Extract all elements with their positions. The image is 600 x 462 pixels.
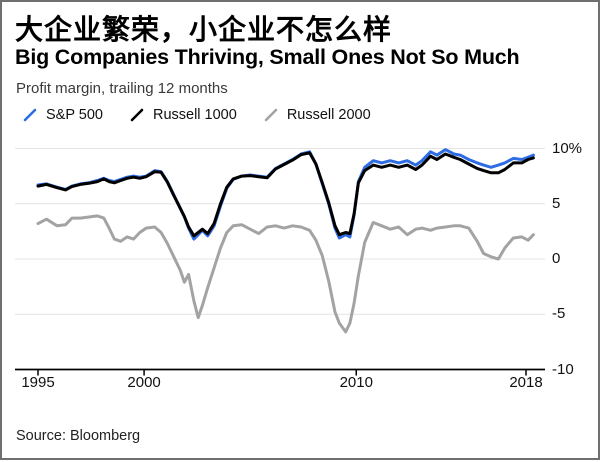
line-swatch-icon: [130, 108, 144, 122]
title-english: Big Companies Thriving, Small Ones Not S…: [15, 45, 520, 69]
legend-swatch-line: [264, 108, 278, 122]
title-chinese-text: 大企业繁荣，小企业不怎么样: [15, 14, 393, 45]
legend-swatch-line: [130, 108, 144, 122]
chart-subtitle: Profit margin, trailing 12 months: [16, 80, 228, 97]
chart-svg: [15, 148, 545, 376]
x-axis-label: 1995: [21, 374, 55, 391]
legend-label-russell1000: Russell 1000: [152, 107, 237, 123]
legend-label-sp500: S&P 500: [46, 107, 103, 123]
y-axis-label: 10%: [552, 139, 583, 157]
legend-label-russell2000: Russell 2000: [286, 107, 371, 123]
legend-item-russell1000: Russell 1000: [130, 107, 237, 123]
legend-swatch-line: [23, 108, 37, 122]
series-line-Russell 2000: [36, 214, 535, 334]
source-credit: Source: Bloomberg: [16, 428, 141, 444]
x-axis-label: 2018: [509, 374, 543, 391]
line-swatch-icon: [23, 108, 37, 122]
series-line-Russell 1000: [36, 151, 535, 238]
title-chinese-outline: 大企业繁荣，小企业不怎么样: [12, 11, 394, 48]
legend-item-sp500: S&P 500: [23, 107, 103, 123]
y-axis-label: 0: [552, 250, 561, 267]
y-axis-label: 5: [552, 194, 561, 212]
legend: S&P 500 Russell 1000 Russell 2000: [23, 107, 371, 123]
line-swatch-icon: [264, 108, 278, 122]
y-axis-label: -5: [552, 305, 566, 323]
legend-item-russell2000: Russell 2000: [264, 107, 371, 123]
title-chinese: 大企业繁荣，小企业不怎么样 大企业繁荣，小企业不怎么样: [12, 8, 595, 48]
x-axis-label: 2010: [339, 374, 373, 391]
y-axis-label: -10: [552, 360, 574, 378]
x-axis-label: 2000: [127, 374, 161, 391]
